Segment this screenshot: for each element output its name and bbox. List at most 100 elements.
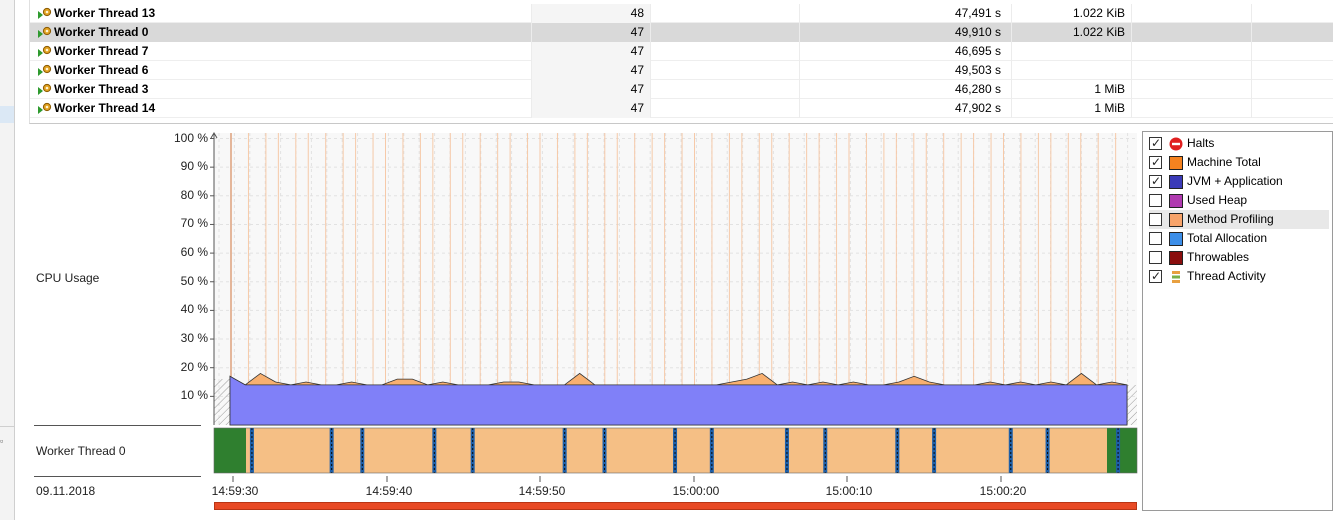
duration-cell: 49,910 s — [800, 23, 1012, 42]
out-of-range-right — [1127, 385, 1137, 425]
legend-item[interactable]: Throwables — [1149, 248, 1329, 267]
empty-cell — [1252, 4, 1333, 23]
out-of-range-left — [214, 379, 230, 425]
legend-checkbox-unchecked[interactable] — [1149, 194, 1162, 207]
thread-waiting-segment[interactable] — [1107, 428, 1137, 473]
legend-item[interactable]: Total Allocation — [1149, 229, 1329, 248]
empty-cell — [1132, 4, 1252, 23]
legend-checkbox-unchecked[interactable] — [1149, 251, 1162, 264]
y-tick-label: 20 % — [180, 359, 208, 374]
empty-cell — [1252, 23, 1333, 42]
thread-blocked-segment[interactable] — [709, 428, 714, 473]
thread-row[interactable]: Worker Thread 13 48 47,491 s 1.022 KiB — [30, 4, 1333, 23]
color-swatch-icon — [1169, 232, 1183, 246]
allocation-cell: 1 MiB — [1012, 99, 1132, 118]
y-tick-label: 100 % — [173, 130, 208, 145]
allocation-cell: 1.022 KiB — [1012, 4, 1132, 23]
thread-gear-icon — [38, 7, 52, 19]
thread-name-cell: Worker Thread 6 — [30, 61, 532, 80]
plot-area[interactable] — [214, 133, 1137, 425]
time-range-selector-bar[interactable] — [214, 502, 1137, 510]
thread-blocked-segment[interactable] — [249, 428, 254, 473]
legend-item[interactable]: ✓ Halts — [1149, 134, 1329, 153]
checkmark-icon: ✓ — [1150, 155, 1162, 169]
thread-waiting-segment[interactable] — [214, 428, 246, 473]
empty-cell — [651, 42, 800, 61]
thread-blocked-segment[interactable] — [432, 428, 437, 473]
legend-item[interactable]: ✓ Machine Total — [1149, 153, 1329, 172]
thread-row[interactable]: Worker Thread 6 47 49,503 s — [30, 61, 1333, 80]
thread-running-lane[interactable] — [214, 428, 1137, 473]
legend-checkbox-unchecked[interactable] — [1149, 232, 1162, 245]
y-tick-label: 80 % — [180, 187, 208, 202]
legend-item-label: Used Heap — [1187, 193, 1248, 207]
legend-item[interactable]: ✓ JVM + Application — [1149, 172, 1329, 191]
thread-blocked-segment[interactable] — [784, 428, 789, 473]
legend-checkbox-checked[interactable]: ✓ — [1149, 136, 1162, 150]
machine-total-area[interactable] — [229, 372, 1128, 426]
legend-item-label: Throwables — [1187, 250, 1250, 264]
y-tick-label: 70 % — [180, 216, 208, 231]
left-panel-selection[interactable] — [0, 106, 14, 123]
empty-cell — [651, 23, 800, 42]
cpu-usage-label: CPU Usage — [36, 271, 100, 285]
legend-item[interactable]: Method Profiling — [1149, 210, 1329, 229]
thread-blocked-segment[interactable] — [932, 428, 937, 473]
legend-item[interactable]: ✓ Thread Activity — [1149, 267, 1329, 286]
color-swatch-icon — [1169, 251, 1183, 265]
event-count-cell: 47 — [532, 42, 651, 61]
color-swatch-icon — [1169, 156, 1183, 170]
legend-checkbox-checked[interactable]: ✓ — [1149, 174, 1162, 188]
y-tick-label: 30 % — [180, 331, 208, 346]
allocation-cell — [1012, 61, 1132, 80]
x-tick-label: 14:59:50 — [518, 484, 566, 498]
x-tick-label: 14:59:30 — [211, 484, 259, 498]
empty-cell — [1252, 61, 1333, 80]
left-panel-strip: ▫ — [0, 0, 15, 520]
legend-item-label: Method Profiling — [1187, 212, 1274, 226]
thread-blocked-segment[interactable] — [360, 428, 365, 473]
empty-cell — [1132, 23, 1252, 42]
thread-blocked-segment[interactable] — [1045, 428, 1050, 473]
x-tick-label: 14:59:40 — [365, 484, 413, 498]
thread-row[interactable]: Worker Thread 7 47 46,695 s — [30, 42, 1333, 61]
empty-cell — [651, 99, 800, 118]
empty-cell — [1252, 99, 1333, 118]
thread-name-cell: Worker Thread 14 — [30, 99, 532, 118]
checkmark-icon: ✓ — [1150, 136, 1162, 150]
thread-blocked-segment[interactable] — [562, 428, 567, 473]
left-panel-glyph: ▫ — [0, 436, 4, 446]
legend-item[interactable]: Used Heap — [1149, 191, 1329, 210]
thread-blocked-segment[interactable] — [470, 428, 475, 473]
thread-blocked-segment[interactable] — [673, 428, 678, 473]
duration-cell: 47,491 s — [800, 4, 1012, 23]
legend-checkbox-checked[interactable]: ✓ — [1149, 269, 1162, 283]
thread-blocked-segment[interactable] — [823, 428, 828, 473]
thread-row[interactable]: Worker Thread 0 47 49,910 s 1.022 KiB — [30, 23, 1333, 42]
empty-cell — [1132, 42, 1252, 61]
thread-name-cell: Worker Thread 0 — [30, 23, 532, 42]
legend-checkbox-checked[interactable]: ✓ — [1149, 155, 1162, 169]
thread-blocked-segment[interactable] — [1008, 428, 1013, 473]
checkmark-icon: ✓ — [1150, 174, 1162, 188]
color-swatch-icon — [1169, 175, 1183, 189]
allocation-cell — [1012, 42, 1132, 61]
thread-gear-icon — [38, 102, 52, 114]
thread-blocked-segment[interactable] — [329, 428, 334, 473]
jvm-application-area[interactable] — [229, 375, 1128, 426]
left-panel-separator — [0, 426, 14, 427]
legend-checkbox-unchecked[interactable] — [1149, 213, 1162, 226]
thread-blocked-segment[interactable] — [895, 428, 900, 473]
empty-cell — [1252, 42, 1333, 61]
thread-blocked-segment[interactable] — [602, 428, 607, 473]
thread-lane-border — [213, 427, 1138, 474]
empty-cell — [1132, 99, 1252, 118]
empty-cell — [651, 61, 800, 80]
thread-blocked-segment[interactable] — [1116, 428, 1121, 473]
y-tick-label: 10 % — [180, 388, 208, 403]
y-axis-arrow — [210, 132, 218, 139]
duration-cell: 46,695 s — [800, 42, 1012, 61]
